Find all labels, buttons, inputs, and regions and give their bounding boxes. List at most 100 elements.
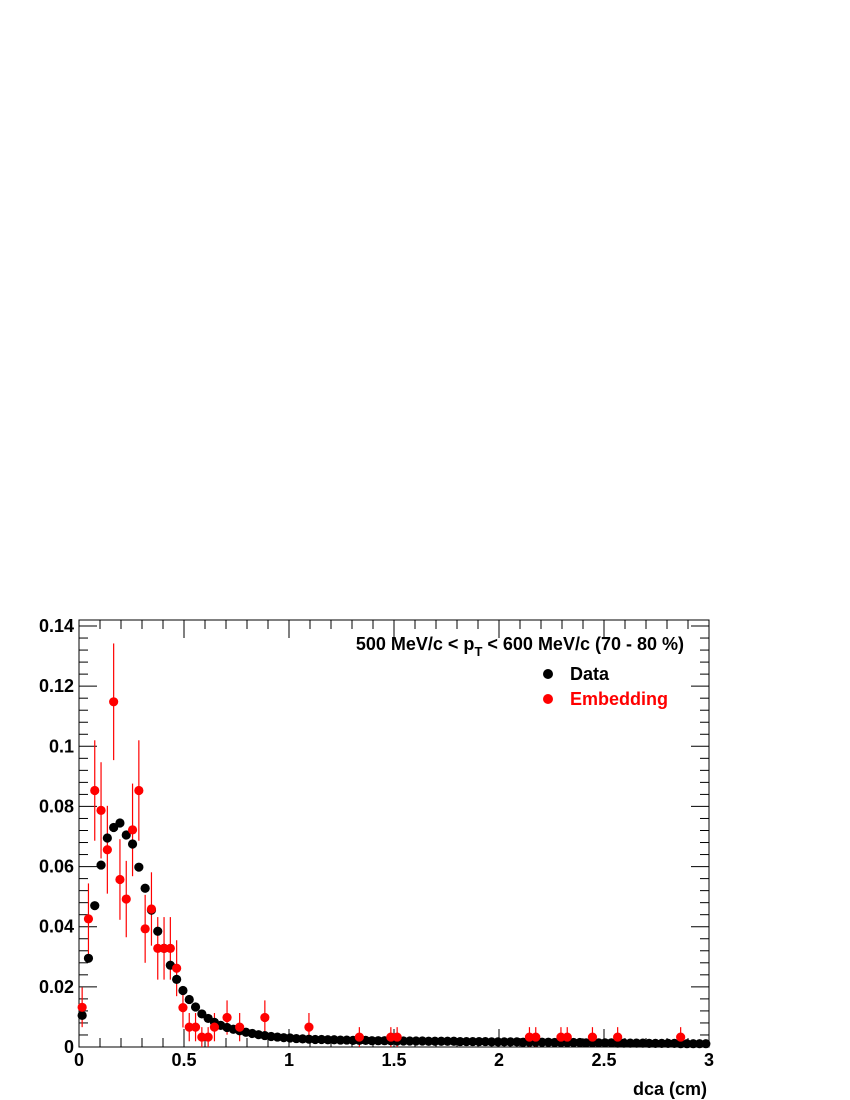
data-point <box>493 1037 503 1047</box>
data-point <box>625 1038 635 1048</box>
y-tick-label: 0.04 <box>39 917 74 937</box>
embedding-point <box>203 1032 213 1042</box>
data-point <box>127 839 138 849</box>
y-tick-label: 0.02 <box>39 977 74 997</box>
data-point <box>373 1036 383 1046</box>
embedding-point <box>531 1032 541 1042</box>
embedding-point <box>127 825 138 835</box>
data-point <box>468 1036 478 1047</box>
embedding-point <box>178 1003 188 1013</box>
embedding-point <box>172 963 182 973</box>
data-point <box>90 901 100 911</box>
data-point <box>499 1037 509 1047</box>
embedding-point <box>146 904 157 914</box>
data-point <box>102 833 112 843</box>
data-point <box>140 883 150 893</box>
embedding-point <box>676 1032 686 1042</box>
data-point <box>600 1038 610 1048</box>
data-point <box>83 953 94 963</box>
data-point <box>190 1002 201 1012</box>
x-tick-label: 3 <box>704 1050 714 1070</box>
data-point <box>644 1038 654 1048</box>
embedding-point <box>109 697 119 707</box>
data-point <box>405 1036 415 1046</box>
embedding-point <box>562 1032 572 1042</box>
data-point <box>411 1036 421 1046</box>
embedding-point <box>140 924 150 934</box>
data-points <box>77 697 711 1049</box>
data-point <box>121 830 131 840</box>
data-point <box>650 1038 661 1048</box>
embedding-point <box>121 894 131 904</box>
data-point <box>487 1037 497 1047</box>
data-point <box>442 1036 453 1046</box>
data-point <box>682 1039 692 1049</box>
legend: Data Embedding <box>543 664 668 709</box>
data-point <box>518 1037 528 1047</box>
data-point <box>701 1039 711 1049</box>
y-tick-label: 0 <box>64 1037 74 1057</box>
data-point <box>688 1039 698 1049</box>
embedding-point <box>222 1012 232 1023</box>
embedding-point <box>165 943 175 953</box>
embedding-point <box>209 1022 220 1032</box>
data-point <box>184 994 194 1005</box>
x-axis-label: dca (cm) <box>633 1079 707 1099</box>
x-tick-labels: 0 0.5 1 1.5 2 2.5 3 <box>74 1050 714 1070</box>
embedding-point <box>190 1022 201 1032</box>
x-tick-label: 1 <box>284 1050 294 1070</box>
y-tick-label: 0.1 <box>49 736 74 756</box>
y-tick-label: 0.08 <box>39 796 74 816</box>
data-point <box>335 1035 346 1045</box>
embedding-point <box>159 943 169 953</box>
data-point <box>367 1036 377 1046</box>
legend-label-data: Data <box>570 664 610 684</box>
data-point <box>455 1036 465 1047</box>
embedding-point <box>77 1002 87 1012</box>
y-tick-label: 0.12 <box>39 676 74 696</box>
embedding-point <box>115 874 125 885</box>
data-point <box>581 1038 591 1048</box>
plot-frame <box>78 619 710 1048</box>
x-tick-label: 2 <box>494 1050 504 1070</box>
x-tick-label: 0 <box>74 1050 84 1070</box>
data-point <box>663 1038 673 1048</box>
data-point <box>505 1037 516 1047</box>
embedding-point <box>524 1032 535 1042</box>
embedding-point <box>613 1032 623 1042</box>
axis-ticks <box>78 620 710 1048</box>
data-point <box>550 1037 560 1048</box>
embedding-point <box>304 1022 314 1032</box>
data-point <box>619 1038 629 1048</box>
embedding-point <box>96 805 106 815</box>
data-point <box>134 862 144 872</box>
x-tick-label: 1.5 <box>381 1050 406 1070</box>
data-point <box>461 1036 472 1047</box>
data-point <box>153 926 163 936</box>
embedding-point <box>134 785 144 796</box>
data-point <box>77 1010 87 1021</box>
data-point <box>178 985 188 996</box>
y-tick-label: 0.14 <box>39 616 74 636</box>
embedding-point <box>354 1032 364 1042</box>
data-point <box>568 1037 579 1048</box>
embedding-point <box>184 1022 194 1032</box>
data-point <box>657 1038 667 1048</box>
data-point <box>436 1036 446 1046</box>
embedding-point <box>587 1032 598 1042</box>
data-point <box>474 1036 484 1047</box>
data-point <box>96 860 106 870</box>
embedding-point <box>102 845 112 855</box>
embedding-point <box>90 785 100 796</box>
x-tick-label: 0.5 <box>171 1050 196 1070</box>
embedding-point <box>235 1022 245 1032</box>
data-point <box>424 1036 434 1046</box>
data-point <box>430 1036 440 1046</box>
y-tick-label: 0.06 <box>39 857 74 877</box>
data-point <box>323 1035 333 1045</box>
embedding-point <box>386 1032 396 1042</box>
data-point <box>594 1038 604 1048</box>
legend-label-embedding: Embedding <box>570 689 668 709</box>
data-point <box>676 1039 686 1049</box>
legend-marker-data <box>543 669 553 679</box>
